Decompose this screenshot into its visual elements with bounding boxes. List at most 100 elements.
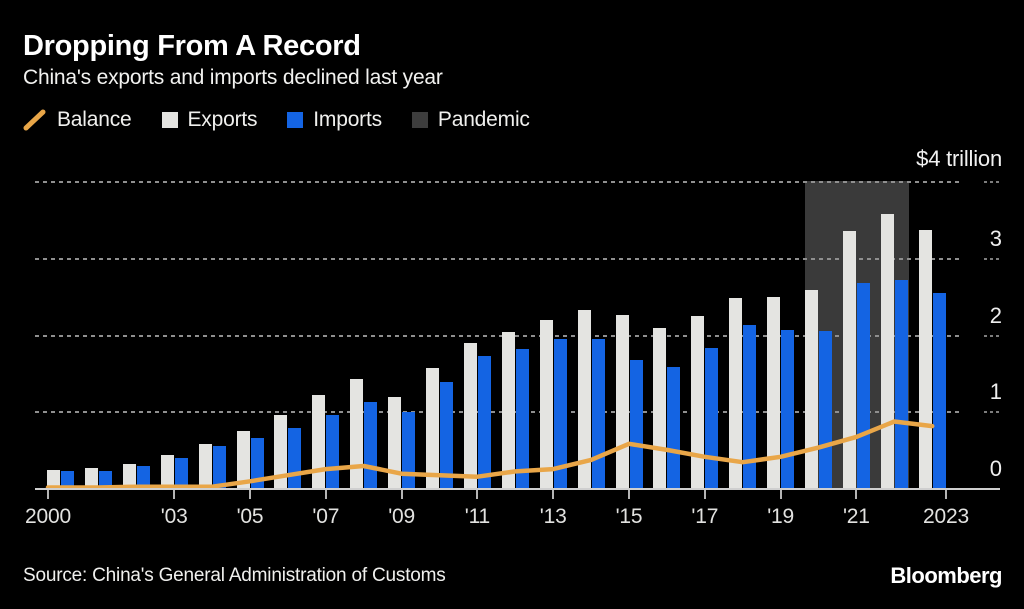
- x-axis-label-2007: '07: [312, 505, 340, 528]
- export-bar-2021: [842, 231, 856, 489]
- gridline-right-dash-2: [984, 334, 1000, 337]
- export-bar-2012: [501, 331, 515, 489]
- x-tick-2007: [324, 490, 327, 499]
- imports-square-swatch-icon: [287, 112, 304, 128]
- x-tick-2003: [173, 490, 176, 499]
- gridline-right-dash-3: [984, 257, 1000, 260]
- x-tick-2005: [249, 490, 251, 499]
- import-bar-2000: [61, 471, 74, 489]
- import-bar-2022: [894, 280, 908, 489]
- balance-line-swatch-icon: [23, 109, 46, 131]
- export-bar-2000: [47, 469, 60, 489]
- import-bar-2005: [250, 438, 264, 489]
- import-bar-2006: [288, 428, 302, 489]
- export-bar-2001: [84, 468, 98, 489]
- export-bar-2014: [577, 309, 591, 489]
- export-bar-2006: [274, 414, 288, 489]
- export-bar-2019: [767, 297, 781, 489]
- y-axis-label-2: 2: [989, 302, 1002, 328]
- import-bar-2014: [591, 338, 605, 489]
- x-axis-label-2003: '03: [160, 505, 188, 528]
- export-bar-2009: [388, 396, 402, 489]
- legend-item-pandemic: Pandemic: [411, 108, 530, 132]
- export-bar-2022: [880, 213, 894, 489]
- export-bar-2008: [350, 379, 364, 489]
- import-bar-2001: [98, 470, 112, 489]
- legend-label-imports: Imports: [313, 108, 382, 131]
- export-bar-2018: [729, 298, 743, 489]
- legend-item-balance: Balance: [23, 108, 132, 132]
- export-bar-2004: [198, 443, 212, 489]
- source-note: Source: China's General Administration o…: [23, 565, 446, 586]
- export-bar-2002: [122, 463, 136, 489]
- y-axis-label-3: 3: [989, 225, 1002, 251]
- x-axis-label-2021: '21: [843, 505, 870, 528]
- import-bar-2002: [136, 465, 150, 489]
- x-axis-line: [35, 488, 1000, 490]
- x-axis-label-2023: 2023: [923, 505, 969, 528]
- export-bar-2013: [539, 319, 553, 489]
- import-bar-2016: [667, 367, 681, 489]
- legend-label-balance: Balance: [57, 108, 132, 131]
- y-axis-top-label: $4 trillion: [916, 146, 1002, 171]
- import-bar-2012: [515, 349, 529, 489]
- export-bar-2023: [918, 229, 932, 489]
- legend-label-pandemic: Pandemic: [437, 108, 530, 131]
- x-axis-label-2009: '09: [388, 505, 415, 528]
- legend-label-exports: Exports: [187, 108, 258, 131]
- bloomberg-logo: Bloomberg: [890, 563, 1002, 588]
- legend-item-exports: Exports: [161, 108, 258, 132]
- export-bar-2015: [615, 314, 629, 489]
- gridline-2: [35, 334, 962, 337]
- pandemic-square-swatch-icon: [411, 112, 428, 128]
- import-bar-2010: [440, 381, 453, 489]
- gridline-1: [35, 411, 962, 414]
- export-bar-2005: [236, 430, 250, 489]
- legend: Balance Exports Imports Pandemic: [23, 108, 530, 132]
- x-axis-label-2019: '19: [767, 505, 794, 528]
- import-bar-2007: [326, 415, 340, 489]
- import-bar-2003: [174, 457, 188, 489]
- x-tick-2013: [552, 490, 555, 499]
- export-bar-2011: [463, 343, 477, 489]
- x-axis-label-2005: '05: [236, 505, 264, 528]
- legend-item-imports: Imports: [287, 108, 382, 132]
- x-tick-2019: [779, 490, 782, 499]
- x-axis-label-2011: '11: [464, 505, 490, 528]
- export-bar-2020: [805, 290, 818, 489]
- import-bar-2009: [402, 411, 416, 489]
- x-tick-2017: [703, 490, 706, 499]
- export-bar-2010: [426, 367, 439, 489]
- import-bar-2019: [781, 329, 795, 489]
- export-bar-2017: [691, 315, 705, 489]
- x-tick-2023: [945, 490, 947, 499]
- gridline-right-dash-4: [984, 181, 1000, 184]
- export-bar-2007: [312, 395, 326, 489]
- import-bar-2018: [743, 324, 757, 489]
- chart-title: Dropping From A Record: [23, 30, 361, 62]
- x-tick-2011: [476, 490, 479, 499]
- chart-subtitle: China's exports and imports declined las…: [23, 66, 443, 89]
- import-bar-2008: [364, 402, 378, 489]
- import-bar-2011: [477, 355, 491, 489]
- import-bar-2013: [553, 339, 567, 489]
- x-tick-2015: [628, 490, 630, 499]
- import-bar-2020: [819, 331, 832, 489]
- import-bar-2023: [932, 292, 946, 489]
- import-bar-2015: [629, 360, 643, 489]
- x-axis-label-2015: '15: [615, 505, 643, 528]
- x-axis-label-2017: '17: [691, 505, 719, 528]
- x-tick-2009: [400, 490, 403, 499]
- export-bar-2016: [653, 327, 667, 489]
- y-axis-label-1: 1: [989, 379, 1002, 405]
- import-bar-2017: [705, 347, 719, 489]
- x-tick-2021: [855, 490, 858, 499]
- import-bar-2004: [212, 446, 226, 489]
- x-tick-2000: [47, 490, 49, 499]
- exports-square-swatch-icon: [161, 112, 178, 128]
- x-axis-label-2000: 2000: [25, 505, 71, 528]
- y-axis-label-0: 0: [989, 456, 1002, 481]
- export-bar-2003: [160, 455, 174, 489]
